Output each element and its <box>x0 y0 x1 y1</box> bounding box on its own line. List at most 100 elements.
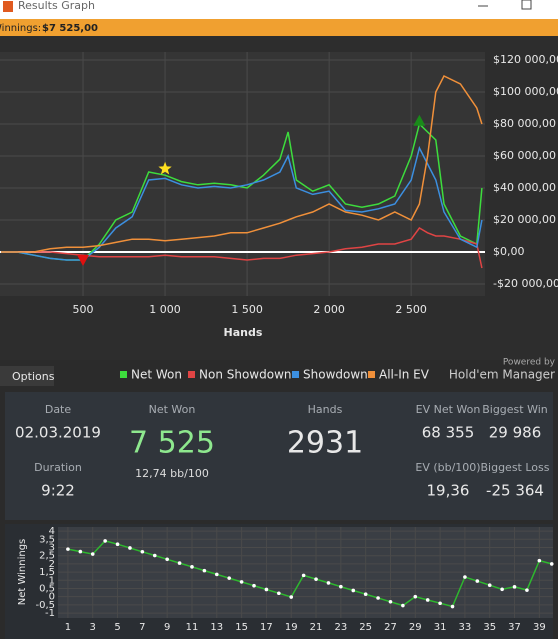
y-tick-label: $100 000,00 <box>493 85 558 98</box>
stat-value: 2931 <box>287 426 363 461</box>
x-tick-label: 19 <box>285 622 298 633</box>
data-point <box>289 595 294 599</box>
y-tick-label: 2,5 <box>39 551 55 562</box>
x-tick-label: 39 <box>533 622 546 633</box>
legend-swatch <box>120 371 127 378</box>
series-line <box>67 540 552 608</box>
data-point <box>388 599 393 604</box>
data-point <box>525 588 529 592</box>
y-tick-label: -0,5 <box>35 600 55 611</box>
data-point <box>90 552 95 556</box>
data-point <box>190 565 194 569</box>
data-point <box>512 585 517 589</box>
data-point <box>314 577 318 581</box>
data-point <box>165 557 169 562</box>
marker <box>413 114 426 126</box>
options-label[interactable]: Options <box>12 370 55 383</box>
data-point <box>438 601 442 606</box>
data-point <box>549 562 554 566</box>
stat-label: EV (bb/100) <box>415 461 480 474</box>
x-tick-label: 33 <box>459 622 472 633</box>
y-tick-label: 4 <box>49 526 55 537</box>
legend-label: Net Won <box>131 368 182 382</box>
x-tick-label: 9 <box>164 622 170 633</box>
y-tick-label: 2 <box>49 559 55 570</box>
x-tick-label: 25 <box>359 622 372 633</box>
y-tick-label: $0,00 <box>493 245 525 258</box>
data-point <box>376 596 380 600</box>
x-tick-label: 3 <box>90 622 96 633</box>
data-point <box>140 549 145 554</box>
stat-value: 02.03.2019 <box>15 424 101 442</box>
x-tick-label: 7 <box>139 622 145 633</box>
stat-label: Biggest Loss <box>480 461 549 474</box>
y-tick-label: -1 <box>45 608 55 619</box>
stat-value: 68 355 <box>422 424 475 442</box>
data-point <box>152 553 157 558</box>
y-axis-label: Net Winnings <box>17 539 28 606</box>
x-tick-label: 21 <box>310 622 323 633</box>
stat-label: Date <box>45 403 72 416</box>
data-point <box>425 598 430 602</box>
data-point <box>202 568 207 573</box>
y-tick-label: $80 000,00 <box>493 117 556 130</box>
x-tick-label: 2 500 <box>395 303 427 316</box>
marker <box>158 161 172 175</box>
options-button[interactable] <box>0 366 54 386</box>
legend-label: Non Showdown <box>199 368 292 382</box>
data-point <box>326 581 331 585</box>
brand: Hold'em Manager <box>449 368 555 382</box>
stat-value: 29 986 <box>489 424 542 442</box>
x-tick-label: 29 <box>409 622 422 633</box>
maximize-button[interactable] <box>521 0 532 10</box>
y-tick-label: $40 000,00 <box>493 181 556 194</box>
y-tick-label: 1 <box>49 575 55 586</box>
winnings-value: $7 525,00 <box>42 23 98 34</box>
data-point <box>177 561 182 565</box>
stat-value: 19,36 <box>427 482 470 500</box>
x-axis-label: Hands <box>224 326 263 339</box>
data-point <box>450 604 455 609</box>
legend-swatch <box>188 371 195 378</box>
winnings-label: Winnings: <box>0 23 41 34</box>
data-point <box>487 583 492 588</box>
x-tick-label: 35 <box>483 622 496 633</box>
y-tick-label: $20 000,00 <box>493 213 556 226</box>
x-tick-label: 27 <box>384 622 397 633</box>
x-tick-label: 17 <box>260 622 273 633</box>
data-point <box>115 542 120 547</box>
stat-label: Net Won <box>149 403 196 416</box>
legend-swatch <box>368 371 375 378</box>
stat-sub: 12,74 bb/100 <box>135 467 209 480</box>
data-point <box>475 579 480 583</box>
data-point <box>500 587 504 592</box>
marker <box>77 255 90 266</box>
title-bar <box>0 0 558 19</box>
y-tick-label: $120 000,00 <box>493 53 558 66</box>
data-point <box>363 592 368 597</box>
y-tick-label: 3,5 <box>39 534 55 545</box>
legend-label: All-In EV <box>379 368 430 382</box>
y-tick-label: 1,5 <box>39 567 55 578</box>
stat-value: -25 364 <box>486 482 544 500</box>
stat-label: Biggest Win <box>482 403 548 416</box>
y-tick-label: -$20 000,00 <box>493 277 558 290</box>
y-tick-label: 3 <box>49 542 55 553</box>
app-icon <box>3 1 13 12</box>
data-point <box>78 549 83 554</box>
x-tick-label: 1 000 <box>149 303 181 316</box>
x-tick-label: 2 000 <box>313 303 345 316</box>
winnings-bar <box>0 19 558 36</box>
window-title: Results Graph <box>18 0 95 12</box>
series-line <box>1 122 483 261</box>
data-point <box>463 575 467 579</box>
data-point <box>339 584 343 589</box>
series-line <box>1 145 483 261</box>
x-tick-label: 5 <box>114 622 120 633</box>
data-point <box>401 603 405 608</box>
data-point <box>103 539 107 543</box>
x-tick-label: 15 <box>235 622 248 633</box>
stat-value: 7 525 <box>129 426 215 461</box>
data-point <box>277 591 281 596</box>
stats-panel <box>5 392 553 520</box>
